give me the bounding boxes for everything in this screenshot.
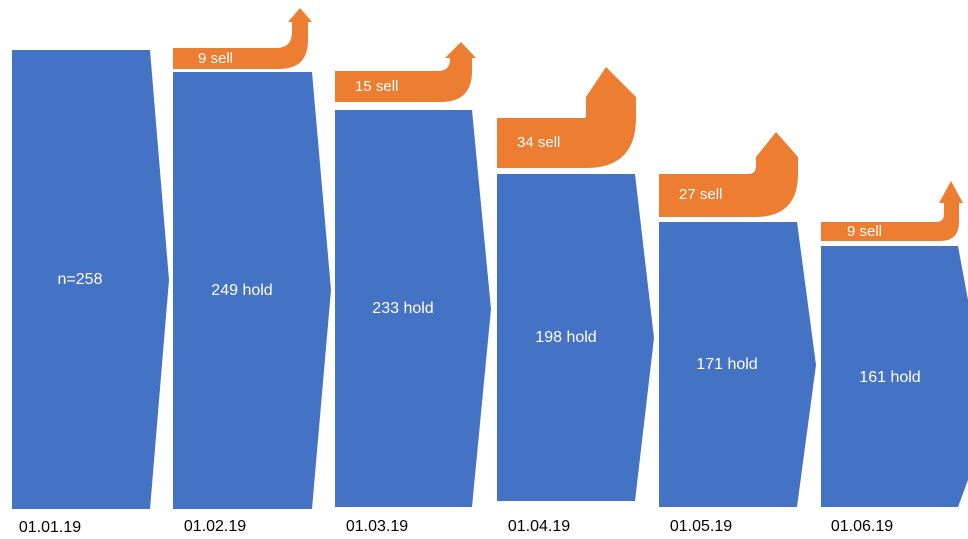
sell-arrow-5 bbox=[659, 132, 798, 217]
hold-arrow-5 bbox=[659, 222, 816, 507]
hold-label-1: n=258 bbox=[58, 271, 103, 288]
hold-arrow-1 bbox=[12, 50, 169, 509]
hold-label-4: 198 hold bbox=[535, 329, 596, 346]
date-label-1: 01.01.19 bbox=[19, 519, 81, 536]
hold-label-3: 233 hold bbox=[372, 300, 433, 317]
date-label-2: 01.02.19 bbox=[184, 518, 246, 535]
date-label-3: 01.03.19 bbox=[346, 518, 408, 535]
sell-label-5: 27 sell bbox=[679, 186, 722, 203]
sell-arrow-4 bbox=[497, 67, 636, 168]
sell-arrow-2 bbox=[173, 8, 312, 69]
hold-arrow-4 bbox=[497, 174, 654, 501]
stage-2: 9 sell 249 hold 01.02.19 bbox=[173, 8, 331, 535]
stage-6: 9 sell 161 hold 01.06.19 bbox=[821, 181, 968, 535]
sell-arrow-3 bbox=[335, 42, 476, 102]
sell-label-4: 34 sell bbox=[517, 134, 560, 151]
stage-4: 34 sell 198 hold 01.04.19 bbox=[497, 67, 654, 535]
date-label-5: 01.05.19 bbox=[670, 518, 732, 535]
sell-label-2: 9 sell bbox=[198, 50, 233, 67]
date-label-6: 01.06.19 bbox=[831, 518, 893, 535]
sell-label-6: 9 sell bbox=[847, 223, 882, 240]
stage-5: 27 sell 171 hold 01.05.19 bbox=[659, 132, 816, 535]
hold-arrow-3 bbox=[335, 110, 491, 507]
stage-3: 15 sell 233 hold 01.03.19 bbox=[335, 42, 491, 535]
hold-arrow-6 bbox=[821, 246, 968, 507]
sell-label-3: 15 sell bbox=[355, 78, 398, 95]
hold-label-5: 171 hold bbox=[696, 356, 757, 373]
hold-label-2: 249 hold bbox=[211, 282, 272, 299]
stage-1: n=258 01.01.19 bbox=[12, 50, 169, 536]
sell-arrow-6 bbox=[821, 181, 963, 241]
date-label-4: 01.04.19 bbox=[508, 518, 570, 535]
hold-label-6: 161 hold bbox=[859, 369, 920, 386]
hold-arrow-2 bbox=[173, 72, 331, 509]
